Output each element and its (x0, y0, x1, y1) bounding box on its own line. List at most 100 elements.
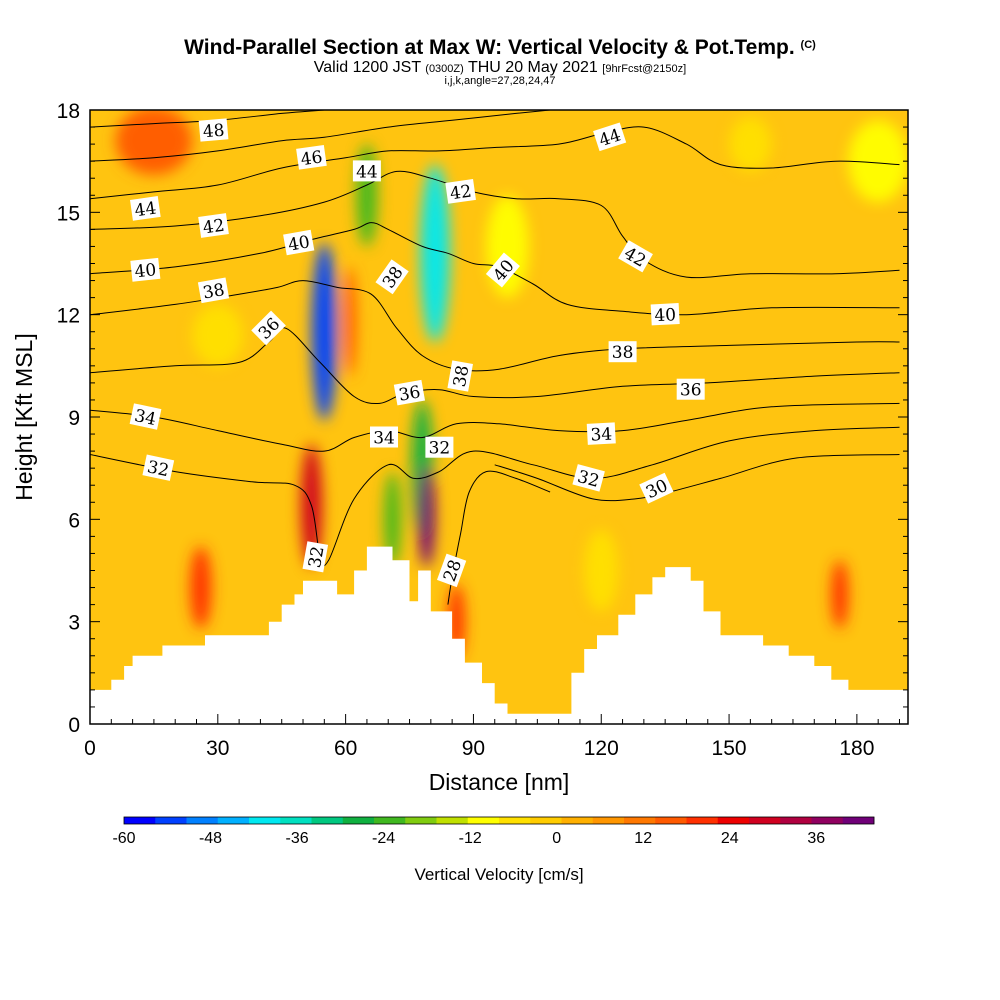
colorbar-swatch (842, 817, 875, 824)
colorbar-tick-label: -60 (112, 830, 135, 847)
x-tick-label: 30 (206, 737, 229, 760)
isentrope-label-text: 42 (202, 216, 226, 239)
x-axis: 0 30 60 90 120 150 180 (84, 714, 900, 760)
velocity-cell (311, 243, 338, 421)
isentrope-label-text: 34 (373, 429, 395, 449)
colorbar-swatch (749, 817, 781, 824)
terrain (90, 546, 908, 724)
chart-subtitle: Valid 1200 JST (0300Z) THU 20 May 2021 [… (313, 59, 687, 76)
isentrope-label: 44 (352, 160, 381, 182)
colorbar-swatch (249, 817, 281, 824)
grid-indices: i,j,k,angle=27,28,24,47 (444, 75, 556, 87)
colorbar-swatch (405, 817, 437, 824)
isentrope-label: 38 (197, 277, 230, 304)
velocity-cell (729, 116, 772, 172)
y-tick-label: 15 (57, 202, 80, 225)
colorbar-swatch (717, 817, 750, 824)
isentrope-label: 38 (447, 360, 473, 392)
isentrope-label-text: 40 (287, 232, 312, 255)
colorbar-swatch (780, 817, 812, 824)
colorbar-swatch (186, 817, 219, 824)
y-tick-label: 6 (68, 509, 80, 532)
velocity-cell (190, 546, 212, 629)
isentrope-38 (90, 280, 900, 372)
isentrope-label: 34 (586, 422, 616, 446)
x-tick-label: 60 (334, 737, 357, 760)
colorbar-swatch (467, 817, 500, 824)
isentrope-label-text: 40 (134, 260, 158, 282)
colorbar-swatch (561, 817, 594, 824)
isentrope-label: 44 (130, 196, 161, 221)
isentrope-label-text: 36 (397, 382, 422, 405)
isentrope-label-text: 48 (202, 121, 225, 143)
isentrope-label-text: 44 (133, 198, 157, 221)
x-tick-label: 90 (462, 737, 485, 760)
colorbar-tick-label: -24 (372, 830, 395, 847)
isentrope-42 (90, 170, 900, 279)
isentrope-label-text: 34 (590, 425, 613, 446)
isentrope-label: 40 (283, 229, 315, 256)
colorbar-swatch (686, 817, 719, 824)
colorbar-swatch (592, 817, 625, 824)
colorbar-swatch (217, 817, 250, 824)
isentrope-label: 38 (608, 341, 637, 363)
colorbar-tick-label: 0 (552, 830, 561, 847)
isentrope-label: 40 (130, 257, 161, 282)
y-tick-label: 18 (57, 100, 80, 123)
y-tick-label: 12 (57, 305, 80, 328)
isentrope-label: 42 (198, 213, 229, 239)
colorbar-tick-label: 24 (721, 830, 739, 847)
colorbar-tick-label: -12 (459, 830, 482, 847)
velocity-cell (848, 120, 908, 203)
colorbar-tick-label: -48 (199, 830, 222, 847)
colorbar-swatch (436, 817, 469, 824)
isentrope-label: 46 (296, 144, 327, 170)
colorbar-swatch (499, 817, 531, 824)
colorbar-swatch (342, 817, 375, 824)
colorbar-swatch (124, 817, 156, 824)
isentrope-label: 36 (676, 378, 705, 401)
colorbar-tick-label: 12 (634, 830, 652, 847)
isentrope-label: 40 (650, 302, 680, 326)
colorbar-swatch (811, 817, 844, 824)
isentrope-label: 34 (129, 403, 162, 430)
colorbar-tick-label: 36 (807, 830, 825, 847)
isentrope-label-text: 34 (133, 406, 158, 430)
isentrope-label-text: 40 (654, 305, 677, 326)
chart-title: Wind-Parallel Section at Max W: Vertical… (184, 36, 816, 59)
colorbar-swatch (624, 817, 656, 824)
isentrope-34 (90, 402, 900, 452)
velocity-cell (420, 164, 451, 342)
colorbar-swatch (280, 817, 312, 824)
isentrope-label: 32 (425, 436, 454, 459)
colorbar-swatch (374, 817, 406, 824)
y-axis-label: Height [Kft MSL] (11, 333, 37, 500)
velocity-cell (343, 266, 357, 377)
colorbar-swatch (155, 817, 187, 824)
isentrope-32 (90, 426, 900, 567)
x-tick-label: 150 (712, 737, 747, 760)
velocity-cell (192, 304, 244, 366)
isentrope-label-text: 38 (612, 343, 634, 363)
x-tick-label: 180 (839, 737, 874, 760)
velocity-cell (584, 529, 619, 612)
copyright-mark: (C) (800, 39, 816, 51)
y-tick-label: 3 (68, 612, 80, 635)
isentrope-label-text: 32 (145, 457, 170, 481)
y-tick-label: 9 (68, 407, 80, 430)
y-tick-label: 0 (68, 714, 80, 737)
colorbar-swatch (311, 817, 344, 824)
isentrope-label-text: 38 (201, 280, 226, 303)
isentrope-label-text: 38 (450, 364, 473, 389)
isentrope-label: 34 (370, 426, 398, 449)
colorbar-tick-label: -36 (286, 830, 309, 847)
colorbar-swatch (655, 817, 687, 824)
isentrope-label: 32 (572, 464, 605, 492)
colorbar-label: Vertical Velocity [cm/s] (414, 865, 583, 884)
isentrope-label: 48 (198, 118, 229, 143)
x-axis-label: Distance [nm] (429, 769, 570, 795)
isentrope-46 (90, 110, 551, 162)
